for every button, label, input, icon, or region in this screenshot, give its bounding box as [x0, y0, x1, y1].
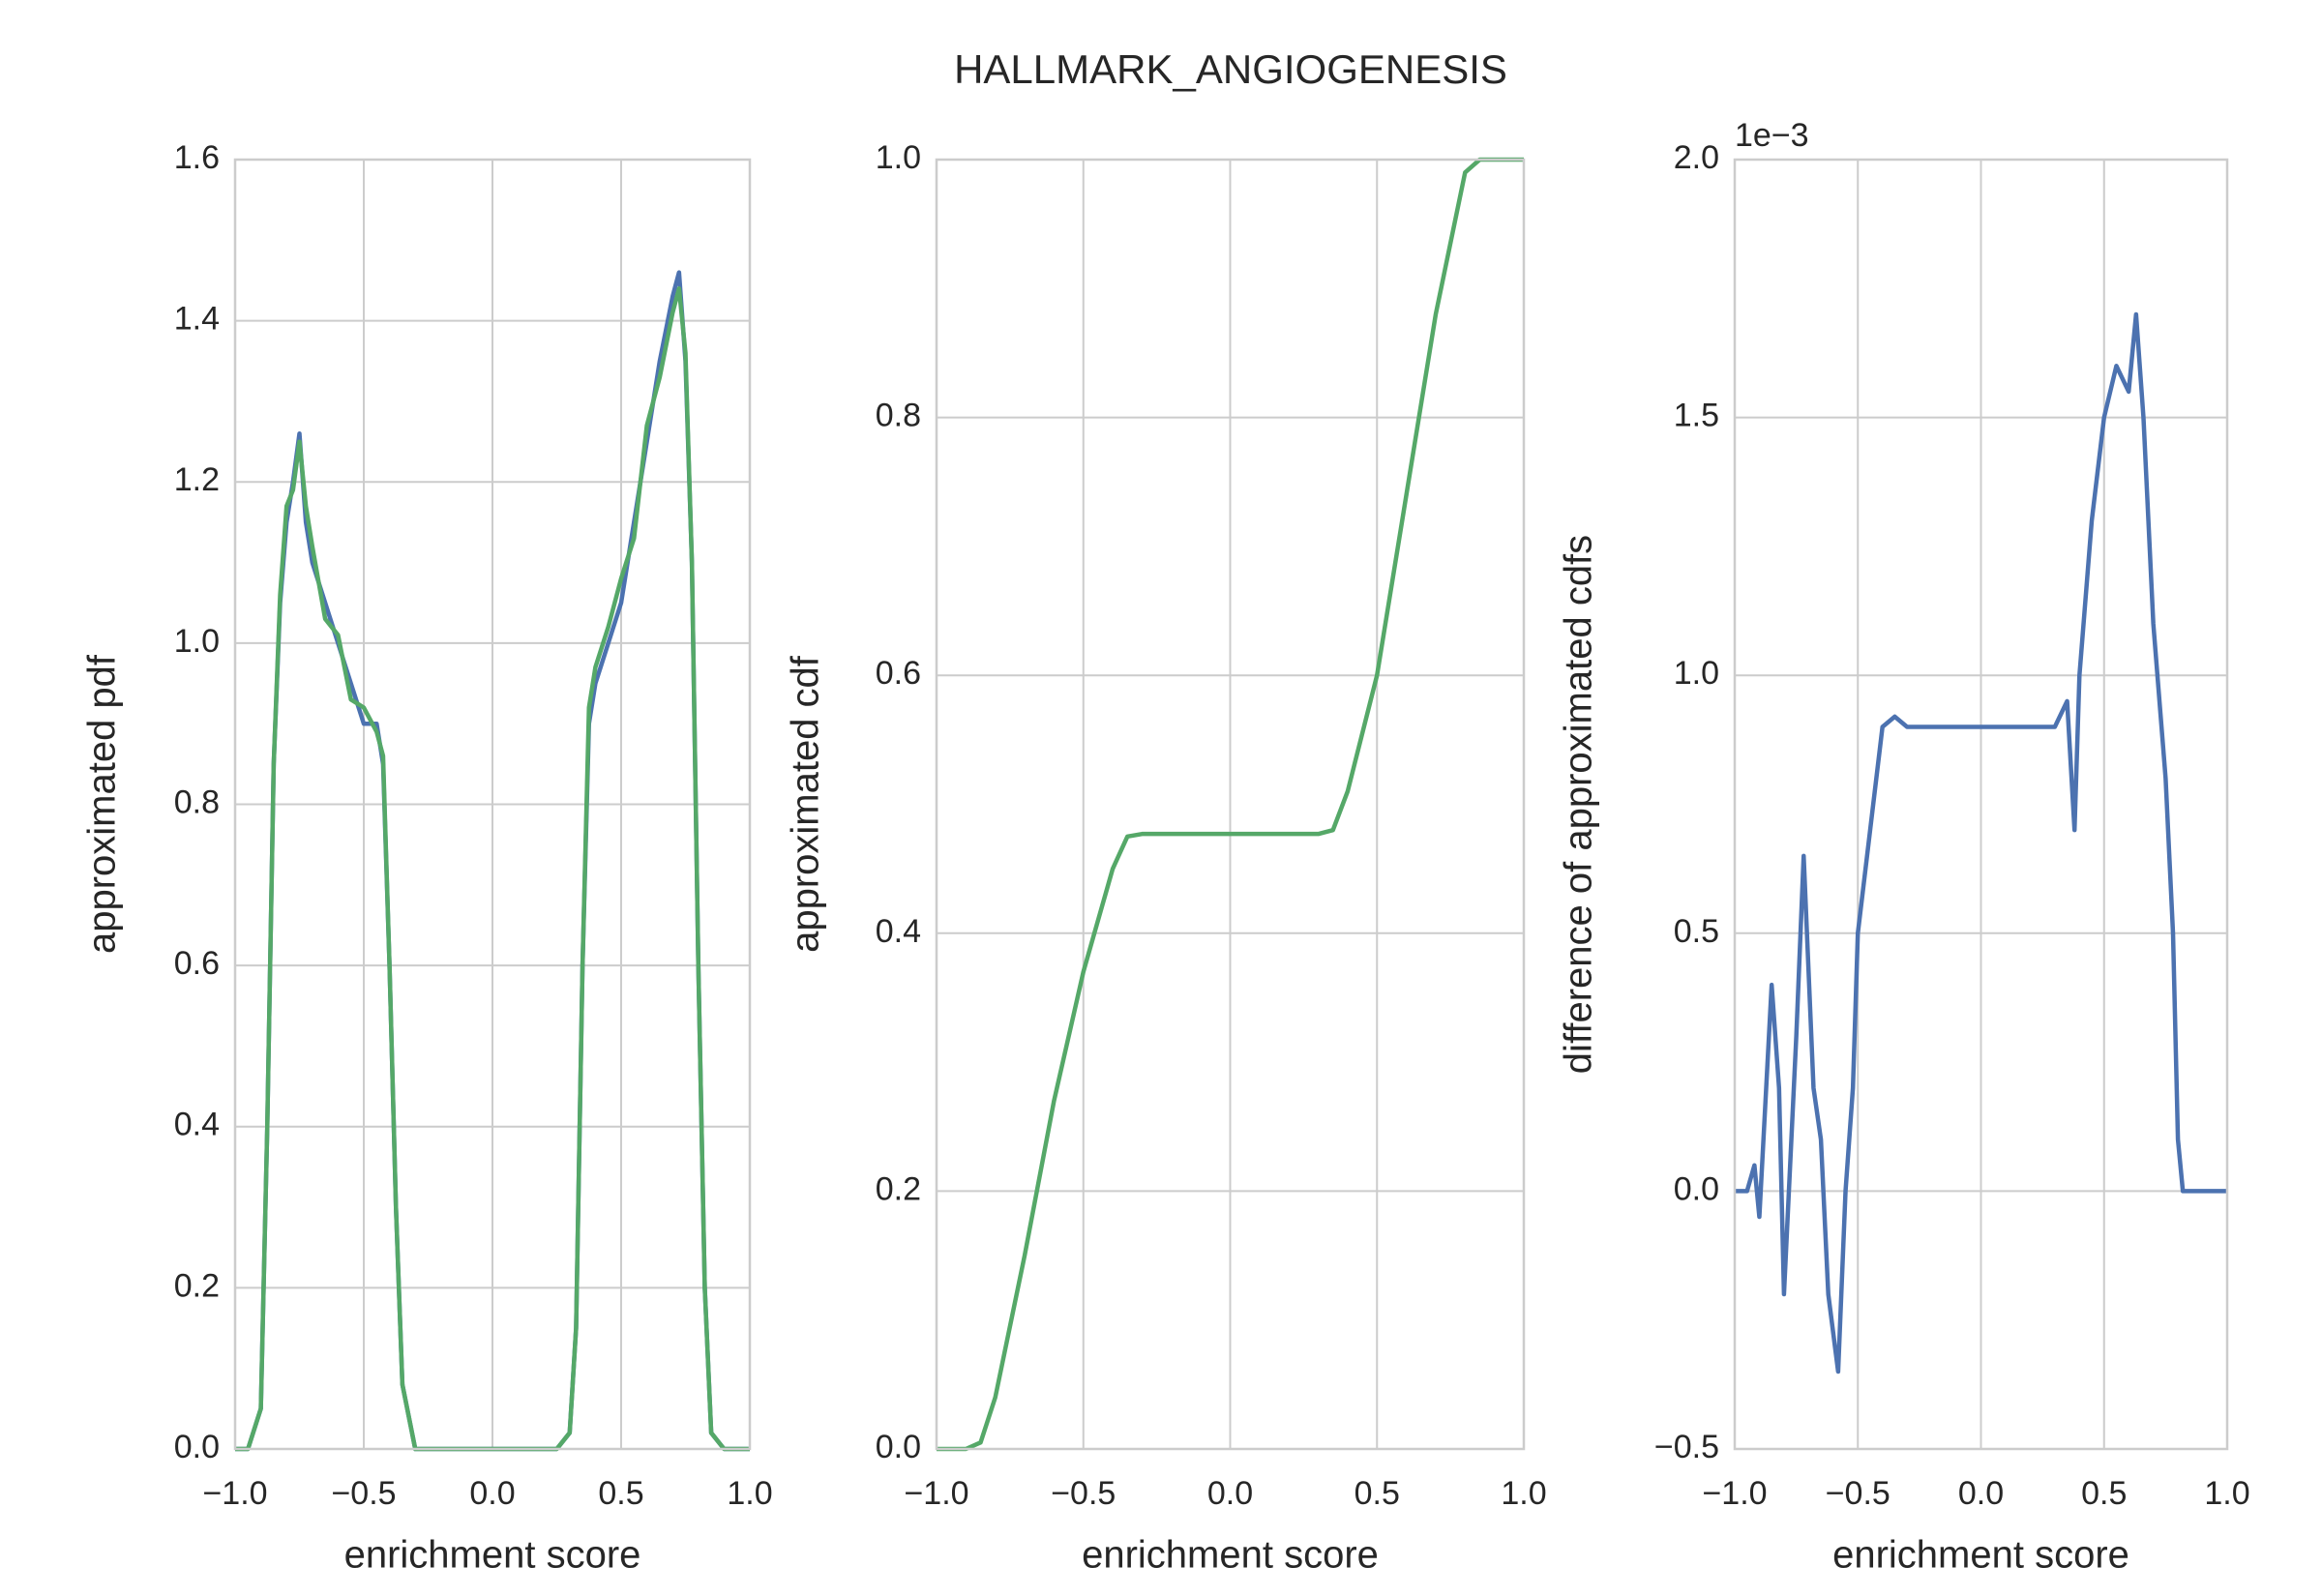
- axis-offset-label: 1e−3: [1735, 117, 1809, 154]
- x-tick-label: −1.0: [202, 1475, 267, 1512]
- y-tick-label: 1.6: [174, 139, 220, 176]
- x-tick-label: 0.0: [469, 1475, 515, 1512]
- y-tick-label: −0.5: [1654, 1429, 1719, 1465]
- y-tick-label: 1.4: [174, 301, 220, 338]
- y-tick-label: 1.2: [174, 461, 220, 498]
- y-tick-label: 2.0: [1674, 139, 1719, 176]
- y-axis-label: difference of approximated cdfs: [1558, 535, 1600, 1074]
- y-tick-label: 1.0: [1674, 655, 1719, 692]
- x-tick-label: 0.5: [1354, 1475, 1400, 1512]
- y-tick-label: 0.8: [174, 783, 220, 820]
- y-tick-label: 1.0: [876, 139, 921, 176]
- y-tick-label: 0.8: [876, 398, 921, 434]
- y-tick-label: 0.5: [1674, 913, 1719, 950]
- plot-frame: [233, 158, 752, 1451]
- x-tick-label: 1.0: [2204, 1475, 2249, 1512]
- y-tick-label: 0.0: [1674, 1170, 1719, 1207]
- y-axis-label: approximated cdf: [785, 655, 827, 953]
- y-tick-label: 0.6: [174, 945, 220, 982]
- x-tick-label: 0.5: [2081, 1475, 2127, 1512]
- plot-frame: [935, 158, 1526, 1451]
- x-tick-label: −1.0: [904, 1475, 968, 1512]
- y-tick-label: 0.2: [174, 1267, 220, 1304]
- x-axis-label: enrichment score: [1082, 1534, 1379, 1577]
- x-tick-label: −0.5: [1051, 1475, 1116, 1512]
- x-tick-label: 0.0: [1958, 1475, 2004, 1512]
- x-tick-label: −0.5: [331, 1475, 396, 1512]
- x-tick-label: 1.0: [1501, 1475, 1546, 1512]
- x-axis-label: enrichment score: [344, 1534, 641, 1577]
- y-tick-label: 0.4: [876, 913, 921, 950]
- y-tick-label: 1.5: [1674, 398, 1719, 434]
- y-tick-label: 0.6: [876, 655, 921, 692]
- data-line: [1735, 311, 2227, 1374]
- x-axis-label: enrichment score: [1832, 1534, 2129, 1577]
- data-line: [937, 157, 1524, 1452]
- y-tick-label: 0.2: [876, 1170, 921, 1207]
- plot-frame: [1733, 158, 2229, 1451]
- y-tick-label: 1.0: [174, 623, 220, 660]
- y-tick-label: 0.0: [876, 1429, 921, 1465]
- x-tick-label: 0.5: [598, 1475, 643, 1512]
- y-tick-label: 0.4: [174, 1107, 220, 1143]
- x-tick-label: −1.0: [1702, 1475, 1767, 1512]
- y-axis-label: approximated pdf: [81, 654, 124, 954]
- x-tick-label: 1.0: [727, 1475, 772, 1512]
- x-tick-label: −0.5: [1826, 1475, 1890, 1512]
- figure-title: HALLMARK_ANGIOGENESIS: [954, 46, 1507, 92]
- x-tick-label: 0.0: [1207, 1475, 1253, 1512]
- y-tick-label: 0.0: [174, 1429, 220, 1465]
